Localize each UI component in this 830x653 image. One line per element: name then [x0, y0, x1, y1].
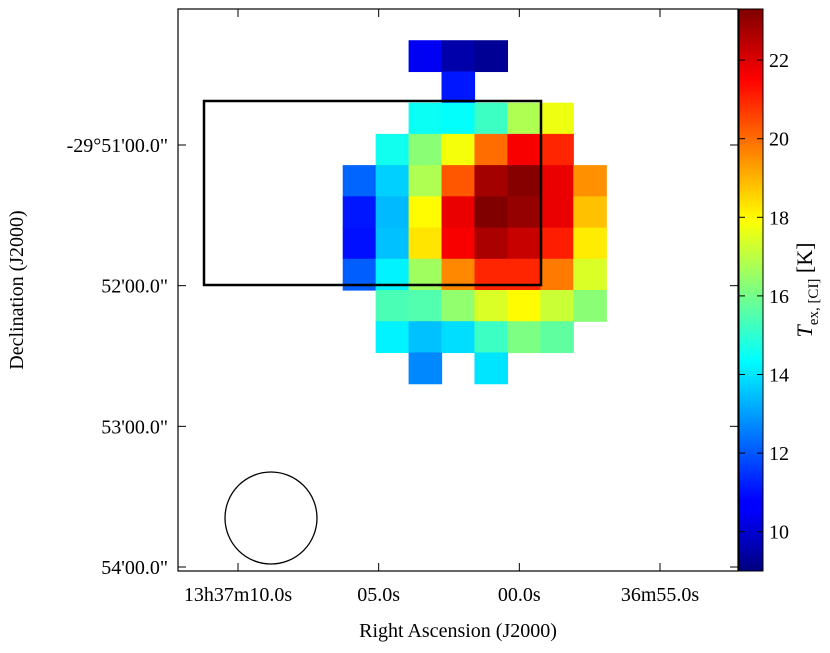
heatmap-cell — [441, 290, 476, 322]
heatmap-cell — [573, 165, 607, 197]
heatmap-cell — [474, 321, 509, 354]
y-axis-ticks: -29°51'00.0" 52'00.0" 53'00.0" 54'00.0" — [67, 135, 738, 579]
heatmap-cell — [540, 133, 574, 166]
heatmap-cell — [408, 133, 443, 166]
heatmap-cell — [540, 165, 574, 197]
heatmap-cell — [342, 196, 377, 229]
heatmap-cell — [342, 165, 377, 197]
heatmap-cell — [474, 352, 509, 385]
heatmap-cell — [441, 165, 476, 197]
heatmap-cell — [375, 165, 410, 197]
heatmap-cell — [408, 102, 443, 135]
y-axis-label: Declination (J2000) — [6, 210, 28, 369]
colorbar-label: Tex, [CI] [K] — [792, 243, 822, 338]
heatmap-cell — [375, 133, 410, 166]
x-tick-label: 00.0s — [498, 584, 541, 606]
heatmap-cell — [441, 133, 476, 166]
heatmap-cell — [507, 196, 541, 229]
heatmap-cells — [342, 40, 607, 385]
heatmap-cell — [573, 227, 607, 260]
heatmap-cell — [474, 165, 509, 197]
heatmap-cell — [375, 290, 410, 322]
heatmap-cell — [507, 227, 541, 260]
heatmap-cell — [540, 227, 574, 260]
heatmap-cell — [507, 290, 541, 322]
colorbar-tick-label: 16 — [769, 286, 789, 308]
heatmap-cell — [507, 165, 541, 197]
colorbar-tick-label: 18 — [769, 207, 789, 229]
y-tick-label: -29°51'00.0" — [67, 135, 168, 157]
colorbar-label-unit-text: [K] — [792, 243, 817, 274]
heatmap-cell — [474, 102, 509, 135]
heatmap-cell — [540, 290, 574, 322]
x-tick-label: 36m55.0s — [621, 584, 700, 606]
heatmap-cell — [441, 196, 476, 229]
heatmap-cell — [474, 40, 509, 73]
heatmap-cell — [375, 196, 410, 229]
heatmap-cell — [441, 102, 476, 135]
beam-circle — [224, 471, 318, 565]
colorbar-tick-label: 12 — [769, 443, 789, 465]
heatmap-cell — [441, 321, 476, 354]
heatmap-cell — [507, 102, 541, 135]
heatmap-cell — [507, 321, 541, 354]
heatmap-cell — [474, 290, 509, 322]
heatmap-cell — [573, 258, 607, 291]
heatmap-cell — [375, 227, 410, 260]
colorbar-tick-label: 20 — [769, 129, 789, 151]
colorbar-label-subscript: ex, [CI] — [806, 279, 822, 326]
heatmap-cell — [540, 321, 574, 354]
heatmap-cell — [408, 165, 443, 197]
heatmap-cell — [540, 196, 574, 229]
heatmap-cell — [408, 40, 443, 73]
region-rectangle — [202, 99, 543, 287]
heatmap-cell — [408, 352, 443, 385]
x-tick-label: 05.0s — [357, 584, 400, 606]
colorbar-tick-label: 10 — [769, 522, 789, 544]
heatmap-cell — [474, 196, 509, 229]
colorbar-tick-label: 22 — [769, 50, 789, 72]
x-axis-ticks: 13h37m10.0s 05.0s 00.0s 36m55.0s — [184, 9, 700, 606]
heatmap-cell — [408, 321, 443, 354]
y-tick-label: 54'00.0" — [101, 557, 168, 579]
y-tick-label: 53'00.0" — [101, 416, 168, 438]
y-tick-label: 52'00.0" — [101, 276, 168, 298]
heatmap-cell — [474, 227, 509, 260]
colorbar-tick-label: 14 — [769, 364, 789, 386]
heatmap-cell — [408, 196, 443, 229]
heatmap-cell — [441, 227, 476, 260]
x-axis-label: Right Ascension (J2000) — [359, 620, 557, 642]
colorbar-ticks: 10 12 14 16 18 20 22 — [739, 50, 789, 544]
heatmap-cell — [573, 290, 607, 322]
heatmap-cell — [408, 290, 443, 322]
heatmap-cell — [540, 258, 574, 291]
heatmap-cell — [441, 71, 476, 104]
x-tick-label: 13h37m10.0s — [184, 584, 293, 606]
heatmap-cell — [441, 40, 476, 73]
colorbar-label-symbol: T — [792, 323, 817, 337]
heatmap-cell — [408, 227, 443, 260]
heatmap-cell — [573, 196, 607, 229]
heatmap-cell — [540, 102, 574, 135]
heatmap-cell — [342, 227, 377, 260]
heatmap-cell — [474, 133, 509, 166]
heatmap-cell — [507, 133, 541, 166]
plot-frame — [177, 8, 739, 572]
colorbar — [738, 8, 764, 572]
heatmap-cell — [375, 321, 410, 354]
